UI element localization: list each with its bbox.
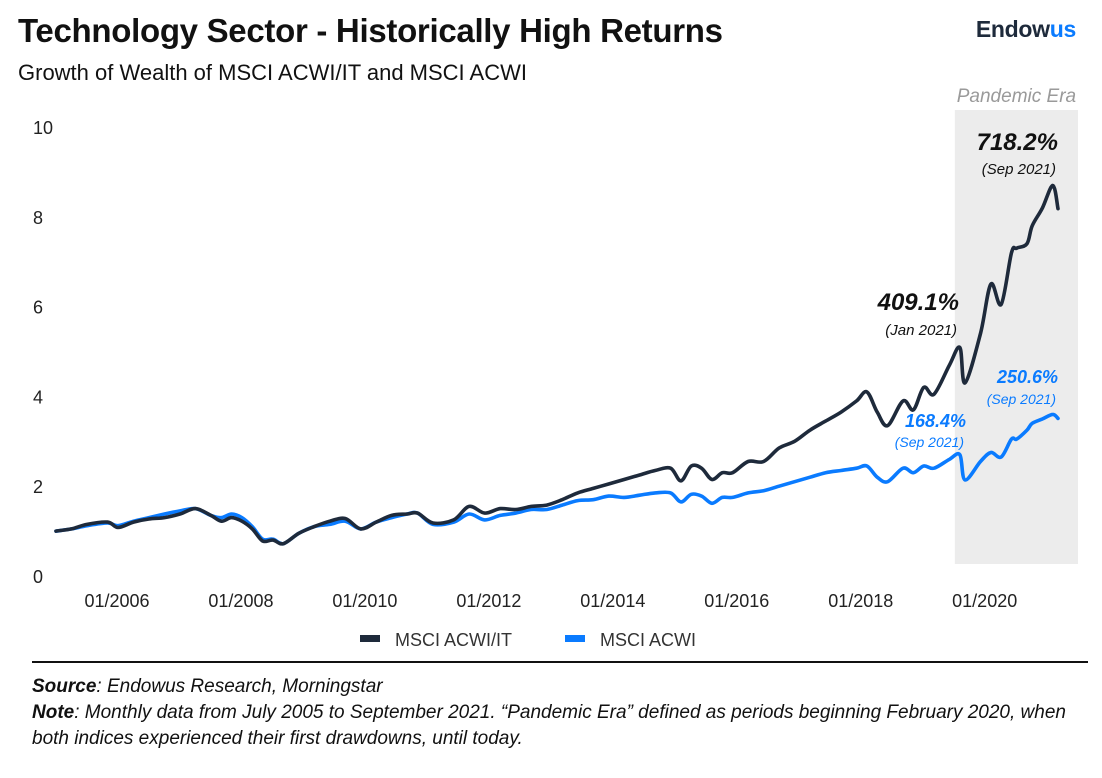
annotation-date: (Sep 2021) [982,161,1056,178]
series-line-msci-acwi-it [54,183,1060,546]
note-line: Note: Monthly data from July 2005 to Sep… [32,700,1090,752]
x-axis-ticks: 01/2006 01/2008 01/2010 01/2012 01/2014 01/20… [84,591,1017,611]
x-tick-label: 01/2006 [84,591,149,611]
y-tick-label: 2 [33,477,43,497]
legend-label: MSCI ACWI/IT [395,630,512,650]
source-line: Source: Endowus Research, Morningstar [32,674,1090,700]
pandemic-era-label: Pandemic Era [957,86,1076,107]
annotation-value: 409.1% [877,289,959,316]
pandemic-era-region: Pandemic Era [954,86,1078,564]
y-tick-label: 10 [33,118,53,138]
footer-divider [32,661,1088,663]
note-label: Note [32,702,75,723]
annotation-value: 250.6% [996,367,1058,387]
x-tick-label: 01/2008 [208,591,273,611]
annotation-date: (Sep 2021) [987,391,1056,407]
series-line-msci-acwi [54,412,1060,546]
annotations: 718.2% (Sep 2021) 409.1% (Jan 2021) 250.6% (S… [877,129,1058,450]
legend-label: MSCI ACWI [600,630,696,650]
annotation-value: 168.4% [905,411,966,431]
y-tick-label: 8 [33,208,43,228]
legend-swatch [360,635,380,642]
note-text: : Monthly data from July 2005 to Septemb… [32,702,1066,749]
logo-part2: us [1049,16,1077,42]
chart-subtitle: Growth of Wealth of MSCI ACWI/IT and MSC… [18,60,527,85]
source-text: : Endowus Research, Morningstar [96,676,383,697]
annotation-date: (Sep 2021) [895,434,964,450]
annotation-value: 718.2% [977,129,1058,156]
x-tick-label: 01/2012 [456,591,521,611]
chart-title: Technology Sector - Historically High Re… [18,12,723,49]
y-tick-label: 0 [33,567,43,587]
annotation-date: (Jan 2021) [885,322,957,339]
x-tick-label: 01/2010 [332,591,397,611]
legend-swatch [565,635,585,642]
y-axis-ticks: 0 2 4 6 8 10 [33,118,53,587]
pandemic-era-shade [954,110,1078,564]
y-tick-label: 4 [33,387,43,407]
series-lines [54,183,1060,546]
endowus-logo: Endowus [976,16,1076,43]
source-label: Source [32,676,97,697]
x-tick-label: 01/2016 [704,591,769,611]
x-tick-label: 01/2014 [580,591,645,611]
logo-part1: Endow [975,16,1050,42]
y-tick-label: 6 [33,298,43,318]
footer: Source: Endowus Research, Morningstar No… [32,674,1090,752]
x-tick-label: 01/2018 [828,591,893,611]
x-tick-label: 01/2020 [952,591,1017,611]
legend: MSCI ACWI/IT MSCI ACWI [360,630,696,650]
